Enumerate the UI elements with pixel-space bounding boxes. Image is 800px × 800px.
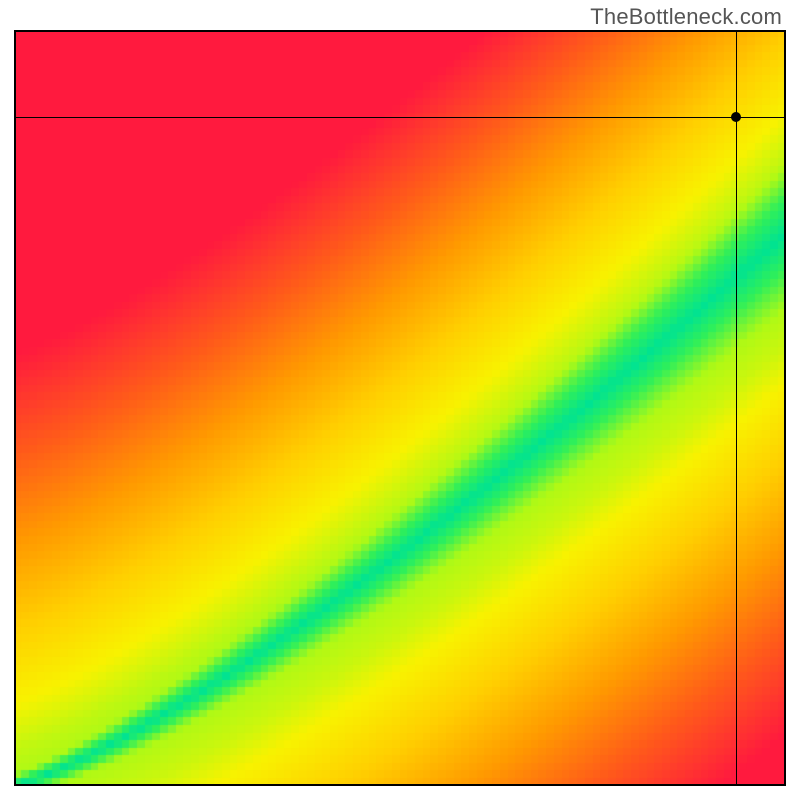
heatmap-canvas xyxy=(14,30,786,786)
bottleneck-heatmap xyxy=(14,30,786,786)
watermark-text: TheBottleneck.com xyxy=(590,4,782,30)
marker-dot xyxy=(731,112,741,122)
crosshair-horizontal xyxy=(14,117,786,118)
crosshair-vertical xyxy=(736,30,737,786)
